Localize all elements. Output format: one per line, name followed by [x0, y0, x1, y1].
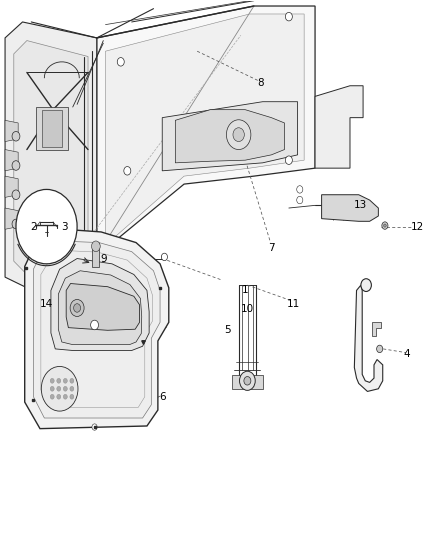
Circle shape — [41, 367, 78, 411]
Text: 2: 2 — [30, 222, 37, 232]
Polygon shape — [5, 120, 18, 142]
Circle shape — [233, 128, 244, 142]
Polygon shape — [14, 41, 88, 274]
Circle shape — [64, 386, 67, 391]
Circle shape — [240, 371, 255, 390]
Text: 14: 14 — [40, 298, 53, 309]
Circle shape — [244, 376, 251, 385]
Circle shape — [50, 394, 54, 399]
Circle shape — [377, 345, 383, 353]
Polygon shape — [162, 102, 297, 171]
Circle shape — [50, 386, 54, 391]
Polygon shape — [92, 243, 99, 266]
Circle shape — [286, 156, 292, 165]
Polygon shape — [321, 195, 378, 221]
Circle shape — [361, 279, 371, 292]
Circle shape — [57, 378, 61, 383]
Polygon shape — [232, 375, 263, 389]
Circle shape — [161, 253, 167, 261]
Polygon shape — [35, 107, 68, 150]
Circle shape — [12, 132, 20, 141]
Circle shape — [70, 378, 74, 383]
Polygon shape — [51, 259, 149, 351]
Circle shape — [57, 394, 61, 399]
Polygon shape — [5, 150, 18, 171]
Circle shape — [70, 394, 74, 399]
Polygon shape — [372, 322, 381, 336]
Text: 3: 3 — [61, 222, 67, 232]
Polygon shape — [42, 110, 62, 147]
Text: 8: 8 — [257, 78, 264, 88]
Circle shape — [57, 386, 61, 391]
Polygon shape — [175, 110, 285, 163]
Circle shape — [70, 386, 74, 391]
Polygon shape — [25, 229, 169, 429]
Circle shape — [12, 161, 20, 170]
Text: 5: 5 — [224, 325, 231, 335]
Polygon shape — [33, 241, 160, 418]
Text: 4: 4 — [403, 349, 410, 359]
Circle shape — [226, 120, 251, 150]
Circle shape — [91, 320, 99, 330]
Polygon shape — [66, 284, 140, 330]
Text: 11: 11 — [286, 298, 300, 309]
Polygon shape — [5, 176, 18, 197]
Polygon shape — [5, 208, 18, 229]
Circle shape — [286, 12, 292, 21]
Polygon shape — [106, 14, 304, 245]
Circle shape — [70, 300, 84, 317]
Circle shape — [12, 190, 20, 199]
Circle shape — [297, 185, 303, 193]
Text: 1: 1 — [242, 286, 248, 295]
Text: 6: 6 — [159, 392, 166, 402]
Circle shape — [16, 189, 77, 264]
Circle shape — [64, 378, 67, 383]
Circle shape — [50, 378, 54, 383]
Text: 13: 13 — [354, 200, 367, 211]
Polygon shape — [58, 271, 142, 345]
Circle shape — [74, 304, 81, 312]
Circle shape — [382, 222, 388, 229]
Circle shape — [92, 424, 97, 430]
Text: 10: 10 — [241, 304, 254, 314]
Circle shape — [117, 58, 124, 66]
Text: 12: 12 — [411, 222, 424, 232]
Polygon shape — [354, 285, 383, 391]
Polygon shape — [315, 86, 363, 168]
Text: 9: 9 — [100, 254, 106, 263]
Circle shape — [92, 241, 100, 252]
Circle shape — [124, 166, 131, 175]
Circle shape — [297, 196, 303, 204]
Text: 7: 7 — [268, 243, 275, 253]
Circle shape — [64, 394, 67, 399]
Polygon shape — [97, 6, 315, 256]
Circle shape — [12, 219, 20, 229]
Circle shape — [384, 224, 386, 227]
Polygon shape — [5, 22, 97, 288]
